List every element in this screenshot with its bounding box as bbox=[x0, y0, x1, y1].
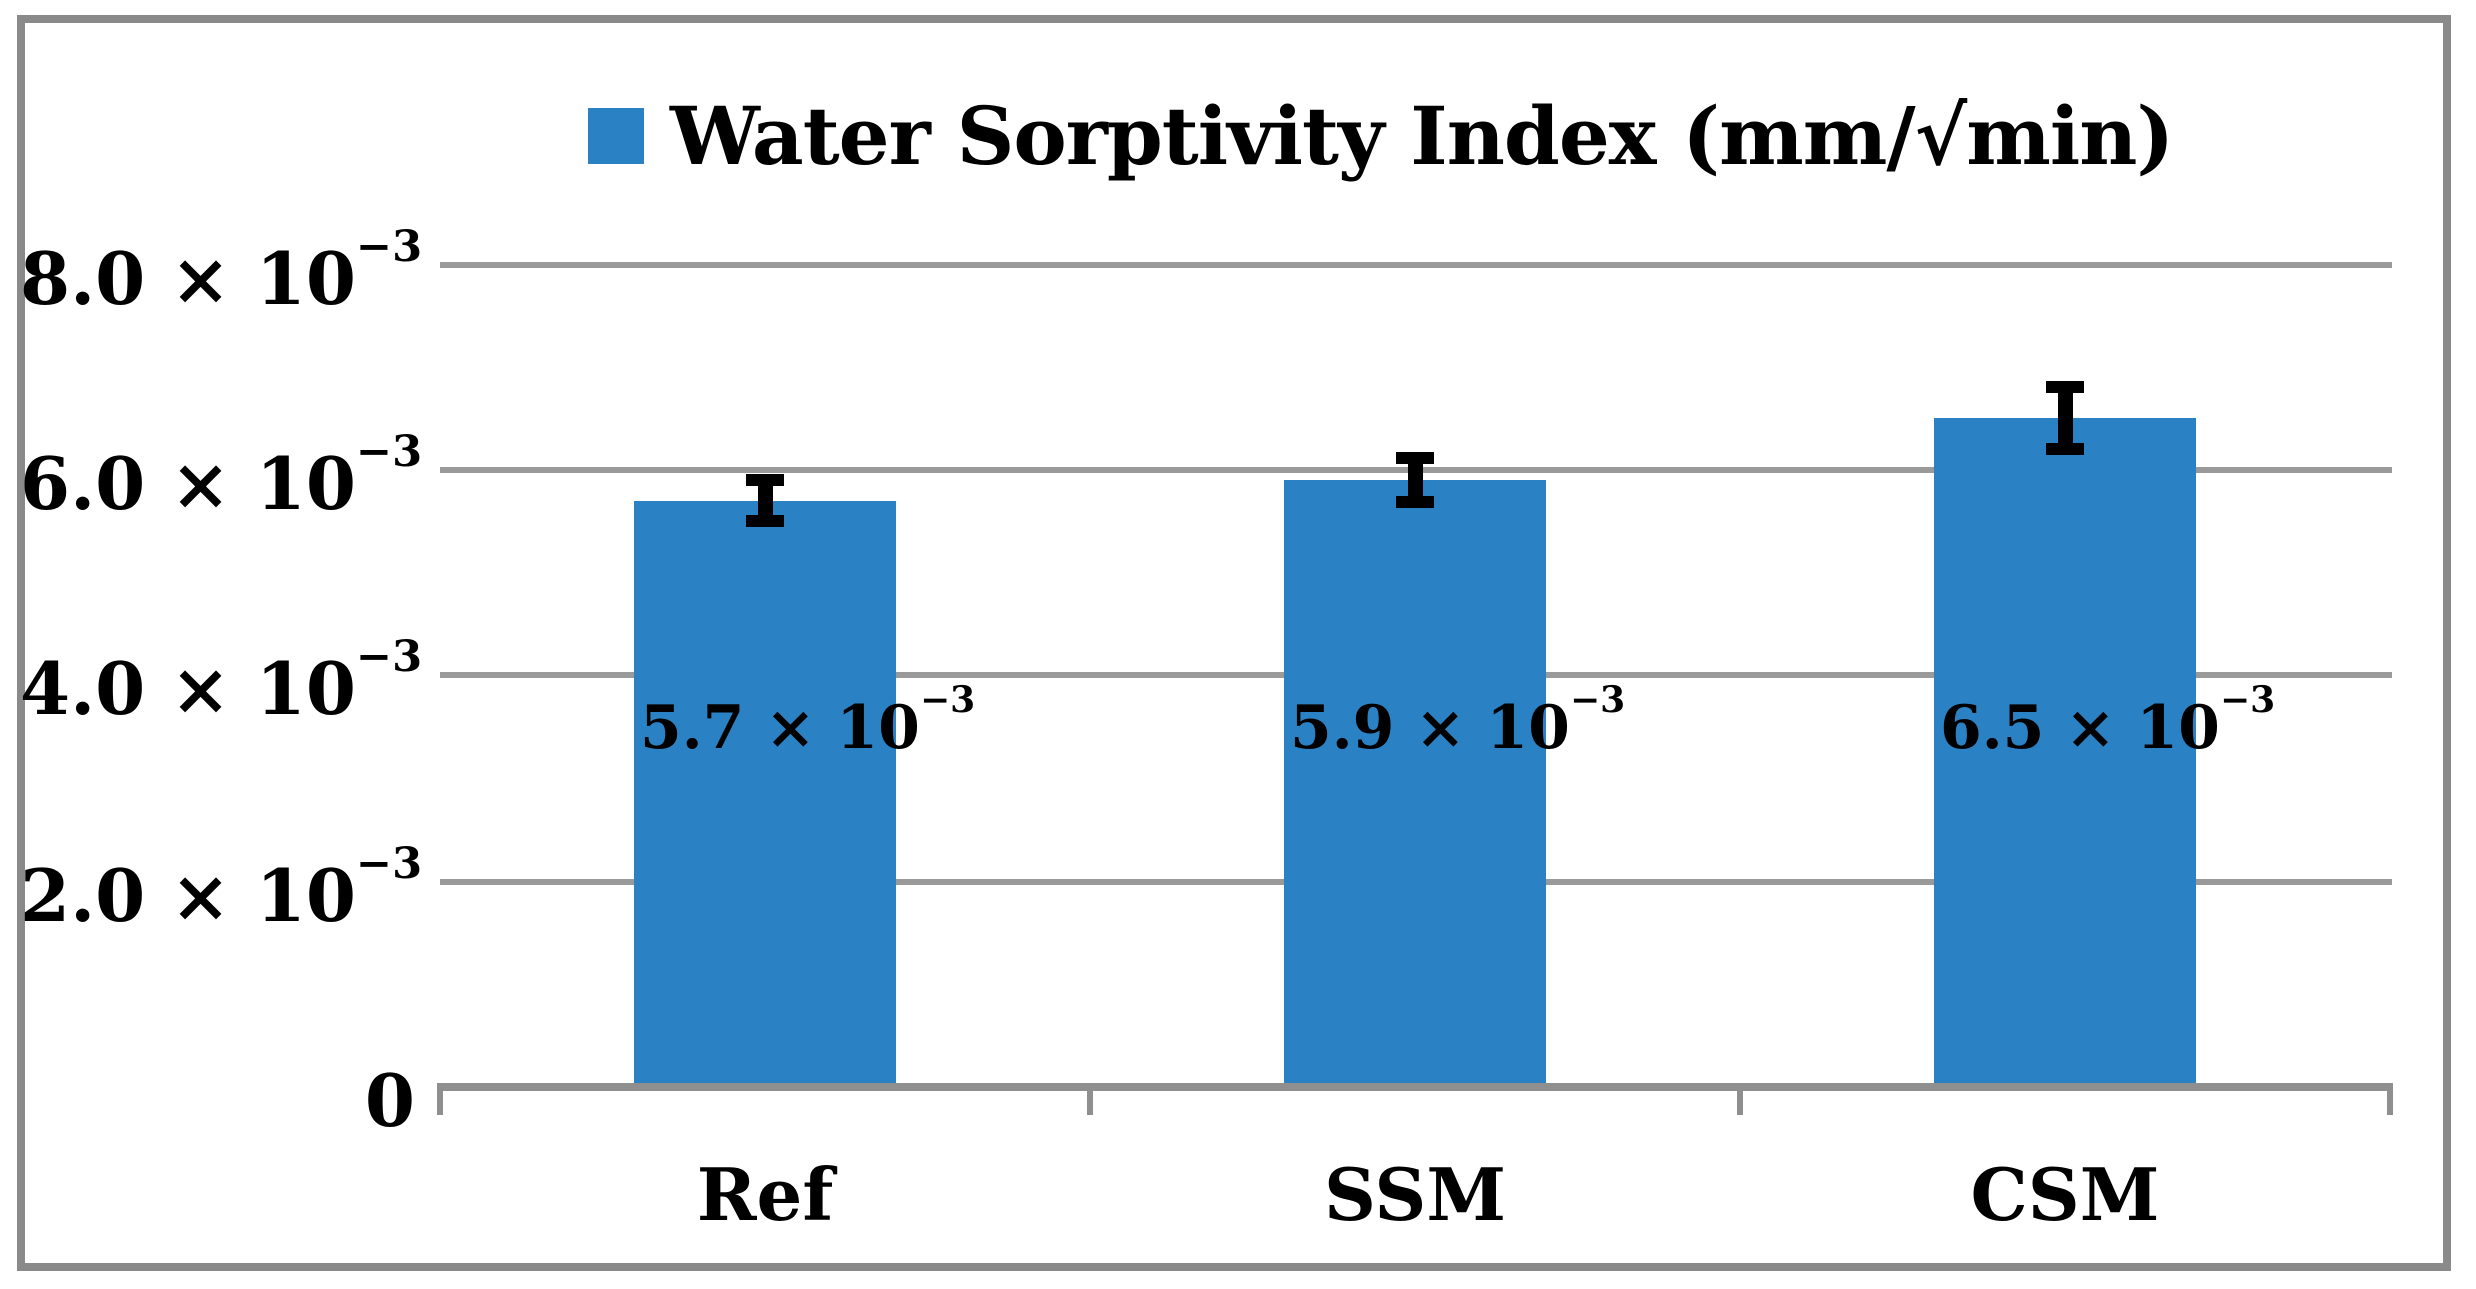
error-bar-stem bbox=[757, 485, 773, 516]
legend-swatch bbox=[588, 108, 644, 164]
bar-value-exponent: −3 bbox=[1569, 678, 1626, 721]
bar-value-base: 6.5 × 10 bbox=[1940, 693, 2220, 763]
bar-value-base: 5.9 × 10 bbox=[1290, 693, 1570, 763]
y-tick-label-4e-3: 4.0 × 10−3 bbox=[20, 630, 422, 731]
error-bar-bottom-cap bbox=[1396, 495, 1434, 508]
x-axis-tick bbox=[1737, 1083, 1743, 1115]
x-axis-line bbox=[440, 1083, 2392, 1091]
bar-ref bbox=[634, 500, 896, 1087]
y-tick-exponent: −3 bbox=[355, 630, 423, 682]
chart-border bbox=[17, 15, 2451, 1271]
y-tick-base: 8.0 × 10 bbox=[20, 236, 356, 321]
y-tick-base: 0 bbox=[364, 1058, 415, 1143]
bar-value-exponent: −3 bbox=[919, 678, 976, 721]
x-axis-tick bbox=[437, 1083, 443, 1115]
error-bar-stem bbox=[2057, 393, 2073, 444]
error-bar-top-cap bbox=[1396, 452, 1434, 465]
y-tick-label-6e-3: 6.0 × 10−3 bbox=[20, 425, 422, 526]
error-bar-stem bbox=[1407, 464, 1423, 496]
y-tick-exponent: −3 bbox=[355, 837, 423, 889]
x-category-label-csm: CSM bbox=[1970, 1152, 2160, 1237]
y-tick-label-2e-3: 2.0 × 10−3 bbox=[20, 837, 422, 938]
error-bar-top-cap bbox=[2046, 381, 2084, 394]
x-category-label-ssm: SSM bbox=[1323, 1152, 1507, 1237]
bar-value-exponent: −3 bbox=[2219, 678, 2276, 721]
bar-value-label-ssm: 5.9 × 10−3 bbox=[1290, 678, 1626, 761]
y-tick-exponent: −3 bbox=[355, 425, 423, 477]
error-bar-bottom-cap bbox=[746, 515, 784, 528]
y-tick-base: 6.0 × 10 bbox=[20, 441, 356, 526]
y-tick-exponent: −3 bbox=[355, 220, 423, 272]
bar-ssm bbox=[1284, 480, 1546, 1087]
gridline-8e-3 bbox=[440, 262, 2392, 268]
y-tick-base: 2.0 × 10 bbox=[20, 853, 356, 938]
chart-title: Water Sorptivity Index (mm/√min) bbox=[670, 89, 2174, 183]
bar-value-label-csm: 6.5 × 10−3 bbox=[1940, 678, 2276, 761]
error-bar-top-cap bbox=[746, 473, 784, 486]
x-category-label-ref: Ref bbox=[696, 1152, 834, 1237]
bar-csm bbox=[1934, 418, 2196, 1087]
error-bar-csm bbox=[2046, 381, 2084, 456]
bar-value-label-ref: 5.7 × 10−3 bbox=[640, 678, 976, 761]
y-tick-label-8e-3: 8.0 × 10−3 bbox=[20, 220, 422, 321]
error-bar-ref bbox=[746, 473, 784, 528]
chart-legend: Water Sorptivity Index (mm/√min) bbox=[588, 88, 2174, 184]
error-bar-bottom-cap bbox=[2046, 443, 2084, 456]
error-bar-ssm bbox=[1396, 452, 1434, 508]
bar-value-base: 5.7 × 10 bbox=[640, 693, 920, 763]
y-tick-label-0: 0 bbox=[20, 1042, 415, 1143]
x-axis-tick bbox=[2387, 1083, 2393, 1115]
y-tick-base: 4.0 × 10 bbox=[20, 646, 356, 731]
x-axis-tick bbox=[1087, 1083, 1093, 1115]
